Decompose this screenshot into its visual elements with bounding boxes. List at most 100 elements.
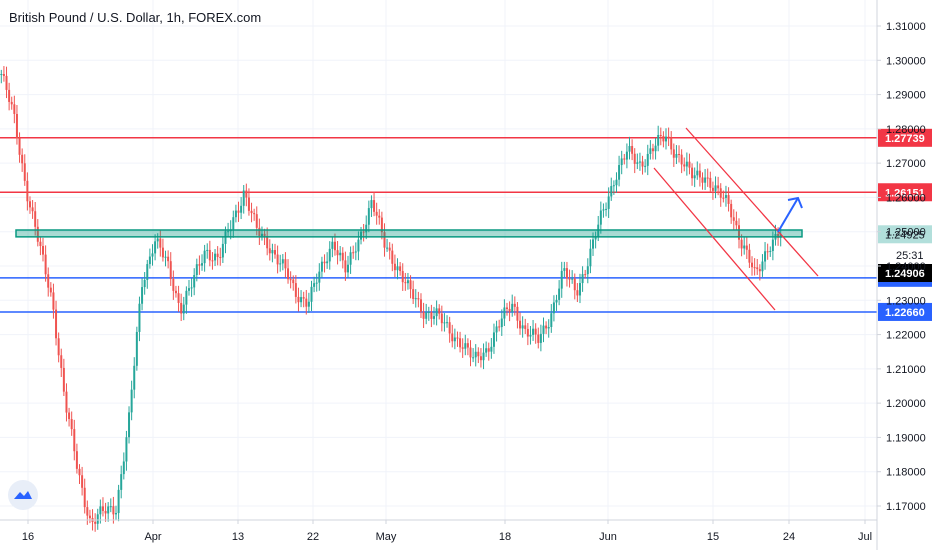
candle-body <box>36 226 39 242</box>
candle-body <box>214 253 217 261</box>
candle-body <box>73 429 76 452</box>
candle-body <box>193 275 196 288</box>
candle-body <box>404 282 407 284</box>
candle-body <box>717 185 720 189</box>
candle-body <box>365 224 368 233</box>
candle-body <box>565 268 568 279</box>
candle-body <box>26 180 29 202</box>
candle-body <box>659 134 662 137</box>
candle-body <box>435 308 438 317</box>
candle-body <box>57 338 60 356</box>
countdown-label: 25:31 <box>896 250 924 262</box>
candle-body <box>88 515 91 519</box>
candle-body <box>430 312 433 319</box>
candle-body <box>42 246 45 255</box>
candle-body <box>534 328 537 335</box>
y-tick-label: 1.31000 <box>886 21 926 33</box>
candle-body <box>393 263 396 271</box>
grid-layer <box>0 0 877 520</box>
candle-body <box>704 177 707 183</box>
candle-body <box>558 288 561 300</box>
candle-body <box>675 153 678 158</box>
candle-body <box>39 241 42 247</box>
candle-body <box>125 437 128 462</box>
candle-body <box>0 74 3 75</box>
x-tick-label: 18 <box>499 531 511 543</box>
candle-body <box>469 347 472 358</box>
candle-body <box>318 271 321 283</box>
candle-body <box>161 247 164 258</box>
candle-body <box>753 267 756 269</box>
tradingview-logo-icon <box>8 480 38 510</box>
y-tick-label: 1.21000 <box>886 364 926 376</box>
candle-body <box>623 158 626 160</box>
candle-body <box>683 164 686 167</box>
candle-body <box>769 250 772 252</box>
x-tick-label: 22 <box>307 531 319 543</box>
y-tick-label: 1.18000 <box>886 467 926 479</box>
candle-body <box>466 343 469 348</box>
candle-body <box>615 179 618 186</box>
zone-label: 1.24925 <box>885 229 925 241</box>
candle-body <box>68 412 71 420</box>
y-tick-label: 1.20000 <box>886 398 926 410</box>
candle-body <box>563 268 566 271</box>
y-tick-label: 1.23000 <box>886 295 926 307</box>
candle-body <box>628 146 631 152</box>
candle-body <box>646 153 649 166</box>
candle-body <box>620 158 623 166</box>
candle-body <box>370 200 373 209</box>
candle-body <box>552 302 555 314</box>
candle-body <box>453 337 456 342</box>
candle-body <box>15 113 18 139</box>
candle-body <box>349 252 352 265</box>
candle-body <box>101 506 104 511</box>
candle-body <box>284 259 287 269</box>
candle-body <box>44 254 47 275</box>
candle-body <box>180 302 183 314</box>
candle-body <box>344 260 347 273</box>
candle-body <box>263 233 266 236</box>
candle-body <box>605 208 608 210</box>
candle-body <box>47 274 50 288</box>
candle-body <box>117 489 120 514</box>
candle-body <box>706 177 709 179</box>
candle-body <box>307 301 310 307</box>
candle-body <box>446 322 449 324</box>
candle-body <box>740 239 743 249</box>
candle-body <box>182 304 185 314</box>
candle-body <box>373 200 376 212</box>
projection-arrow <box>777 197 799 233</box>
level-label-bg <box>878 128 932 147</box>
candle-body <box>281 259 284 264</box>
candle-body <box>260 233 263 237</box>
candle-body <box>81 475 84 488</box>
candle-body <box>219 257 222 259</box>
candle-body <box>745 245 748 250</box>
candle-body <box>211 260 214 262</box>
candle-body <box>505 307 508 309</box>
candle-body <box>271 250 274 254</box>
candle-body <box>724 195 727 198</box>
candle-body <box>461 347 464 349</box>
candle-body <box>75 451 78 469</box>
x-tick-label: 24 <box>783 531 795 543</box>
candle-body <box>62 367 65 392</box>
candle-body <box>237 210 240 213</box>
chart-title: British Pound / U.S. Dollar, 1h, FOREX.c… <box>9 10 262 25</box>
candle-body <box>240 205 243 213</box>
candle-body <box>521 325 524 329</box>
candle-body <box>417 298 420 300</box>
candle-body <box>339 252 342 256</box>
level-label-bg <box>878 302 932 321</box>
candle-body <box>451 333 454 342</box>
candle-body <box>146 264 149 280</box>
candle-body <box>208 249 211 261</box>
candle-body <box>107 506 110 514</box>
candle-body <box>448 322 451 334</box>
candle-body <box>545 325 548 329</box>
candle-body <box>672 149 675 158</box>
candle-body <box>133 365 136 390</box>
candle-body <box>10 101 13 105</box>
